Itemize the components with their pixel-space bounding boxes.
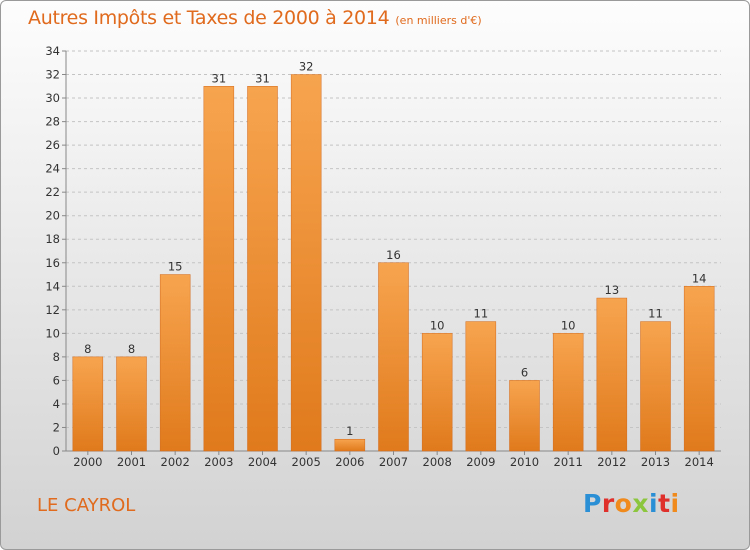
y-tick-label: 26 <box>45 138 60 152</box>
logo-letter: P <box>583 489 602 518</box>
bar <box>596 297 628 452</box>
bar <box>683 286 715 452</box>
y-tick-label: 2 <box>53 420 60 434</box>
bar-value-label: 8 <box>84 342 91 356</box>
bar <box>203 86 235 452</box>
bar <box>159 274 191 452</box>
x-tick-label: 2008 <box>423 455 452 469</box>
bar <box>334 438 366 452</box>
x-tick-label: 2001 <box>117 455 146 469</box>
bar-value-label: 6 <box>521 365 528 379</box>
y-tick-label: 10 <box>45 326 60 340</box>
y-tick-label: 28 <box>45 115 60 129</box>
y-tick-label: 32 <box>45 68 60 82</box>
bar-value-label: 8 <box>128 342 135 356</box>
bar-value-label: 10 <box>561 318 576 332</box>
bar <box>378 262 409 452</box>
bar <box>290 74 322 452</box>
y-tick-label: 4 <box>53 397 60 411</box>
x-tick-label: 2011 <box>554 455 583 469</box>
x-tick-label: 2000 <box>73 455 102 469</box>
y-tick-label: 22 <box>45 185 60 199</box>
y-tick-label: 16 <box>45 256 60 270</box>
bar-value-label: 11 <box>648 307 663 321</box>
x-tick-label: 2005 <box>292 455 321 469</box>
y-tick-label: 0 <box>53 444 60 458</box>
bar-value-label: 32 <box>299 60 314 74</box>
y-tick-label: 20 <box>45 209 60 223</box>
bar <box>247 86 278 452</box>
bar-value-label: 13 <box>605 283 620 297</box>
x-tick-label: 2002 <box>161 455 190 469</box>
bar-value-label: 14 <box>692 271 707 285</box>
y-tick-label: 14 <box>45 279 60 293</box>
logo-letter: i <box>649 489 659 518</box>
bar-value-label: 10 <box>430 318 445 332</box>
bar <box>116 356 147 452</box>
chart-title: Autres Impôts et Taxes de 2000 à 2014 <box>28 7 390 29</box>
bar <box>465 321 497 452</box>
logo-letter: x <box>632 489 649 518</box>
y-tick-label: 12 <box>45 303 60 317</box>
bar <box>421 333 453 452</box>
y-tick-label: 34 <box>45 44 60 58</box>
x-tick-label: 2004 <box>248 455 277 469</box>
y-tick-label: 18 <box>45 232 60 246</box>
logo-letter: r <box>601 489 615 518</box>
y-tick-label: 6 <box>53 373 60 387</box>
bar <box>640 321 671 452</box>
x-tick-label: 2007 <box>379 455 408 469</box>
x-tick-label: 2013 <box>641 455 670 469</box>
x-tick-label: 2006 <box>335 455 364 469</box>
logo-letter: i <box>670 489 680 518</box>
x-tick-label: 2010 <box>510 455 539 469</box>
chart-title-block: Autres Impôts et Taxes de 2000 à 2014 (en… <box>28 7 482 29</box>
x-tick-label: 2009 <box>466 455 495 469</box>
x-tick-label: 2012 <box>597 455 626 469</box>
commune-name: LE CAYROL <box>37 495 136 516</box>
y-tick-label: 8 <box>53 350 60 364</box>
bar-value-label: 15 <box>168 260 183 274</box>
x-tick-label: 2014 <box>685 455 714 469</box>
chart-unit: (en milliers d'€) <box>395 14 482 27</box>
bar-value-label: 31 <box>255 71 270 85</box>
x-tick-label: 2003 <box>204 455 233 469</box>
bar-value-label: 31 <box>212 71 227 85</box>
bar <box>72 356 104 452</box>
logo-letter: o <box>614 489 633 518</box>
plot-area: 0246810121416182022242628303234820008200… <box>45 44 721 469</box>
y-tick-label: 24 <box>45 162 60 176</box>
bar-value-label: 1 <box>346 424 353 438</box>
logo-letter: t <box>658 489 671 518</box>
bar-value-label: 11 <box>474 307 489 321</box>
bar <box>552 333 584 452</box>
y-tick-label: 30 <box>45 91 60 105</box>
bar <box>509 380 540 452</box>
proxiti-logo: Proxiti <box>583 489 680 518</box>
bar-value-label: 16 <box>386 248 401 262</box>
